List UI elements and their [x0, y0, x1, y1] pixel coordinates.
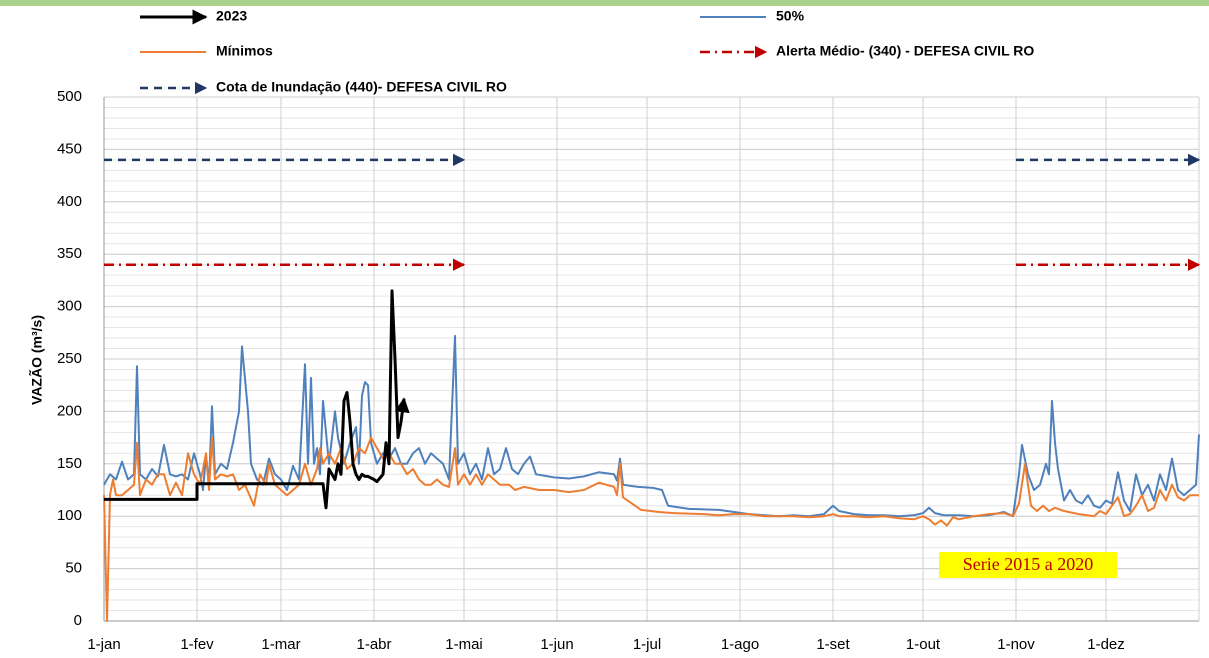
legend-label: 50% [776, 8, 805, 24]
y-tick-label: 50 [65, 560, 82, 577]
x-tick-label: 1-jul [633, 636, 661, 653]
y-tick-label: 100 [57, 507, 82, 524]
x-tick-label: 1-set [816, 636, 850, 653]
x-tick-label: 1-dez [1087, 636, 1125, 653]
series-line [103, 334, 1200, 518]
x-tick-label: 1-mar [261, 636, 300, 653]
y-tick-label: 150 [57, 455, 82, 472]
legend-label: Alerta Médio- (340) - DEFESA CIVIL RO [776, 43, 1034, 59]
annotation: Serie 2015 a 2020 [963, 554, 1093, 574]
x-tick-label: 1-jan [87, 636, 120, 653]
x-tick-label: 1-ago [721, 636, 759, 653]
legend-label: Cota de Inundação (440)- DEFESA CIVIL RO [216, 79, 507, 95]
y-tick-label: 450 [57, 140, 82, 157]
series-line [104, 289, 410, 510]
x-tick-label: 1-abr [356, 636, 391, 653]
y-tick-label: 0 [74, 612, 82, 629]
x-tick-label: 1-fev [180, 636, 214, 653]
x-tick-label: 1-jun [540, 636, 573, 653]
top-band [0, 0, 1209, 6]
legend-label: Mínimos [216, 43, 273, 59]
y-tick-label: 300 [57, 298, 82, 315]
y-tick-label: 500 [57, 88, 82, 105]
y-tick-label: 400 [57, 193, 82, 210]
x-tick-label: 1-mai [445, 636, 483, 653]
y-axis-label: VAZÃO (m³/s) [28, 315, 45, 405]
y-tick-label: 200 [57, 402, 82, 419]
legend-label: 2023 [216, 8, 247, 24]
x-tick-label: 1-out [906, 636, 941, 653]
annotation-box [939, 552, 1117, 578]
y-tick-label: 350 [57, 245, 82, 262]
y-tick-label: 250 [57, 350, 82, 367]
series-line [103, 436, 1199, 622]
x-tick-label: 1-nov [997, 636, 1035, 653]
